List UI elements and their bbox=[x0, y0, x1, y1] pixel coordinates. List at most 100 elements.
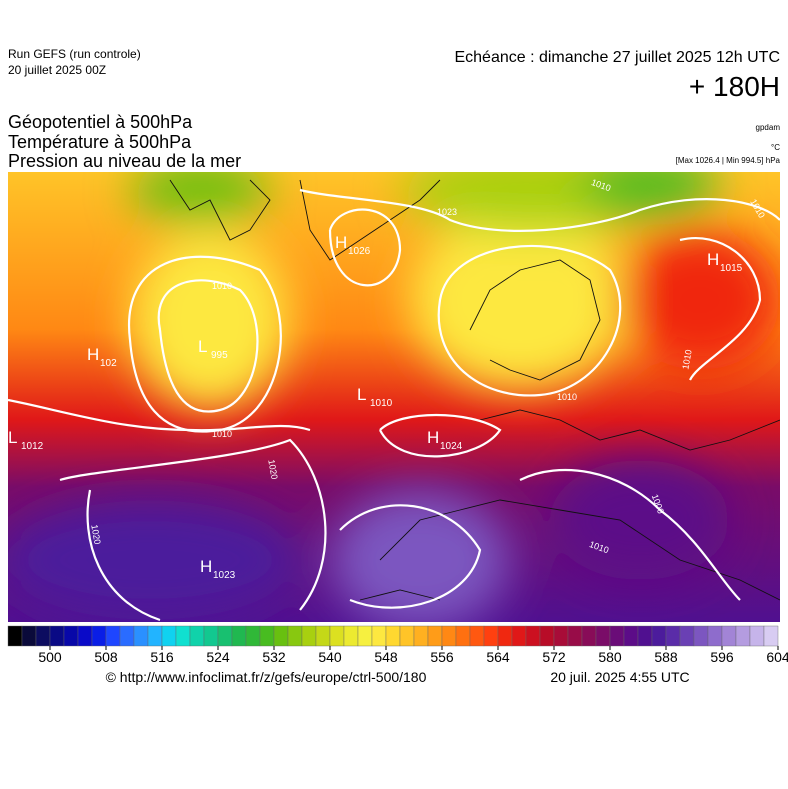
colorbar-swatch bbox=[287, 625, 303, 647]
colorbar-swatch bbox=[119, 625, 135, 647]
colorbar-swatch bbox=[427, 625, 443, 647]
colorbar-tick-label: 524 bbox=[206, 649, 230, 665]
colorbar-swatch bbox=[525, 625, 541, 647]
colorbar-tick-label: 532 bbox=[262, 649, 286, 665]
colorbar-tick-label: 500 bbox=[38, 649, 62, 665]
center-type: L bbox=[8, 428, 17, 447]
colorbar-swatch bbox=[273, 625, 289, 647]
center-value: 102 bbox=[100, 358, 117, 369]
colorbar-swatch bbox=[231, 625, 247, 647]
colorbar-swatch bbox=[553, 625, 569, 647]
pressure-center: H 102 bbox=[87, 345, 117, 369]
colorbar-swatch bbox=[343, 625, 359, 647]
colorbar-swatch bbox=[357, 625, 373, 647]
colorbar-swatch bbox=[665, 625, 681, 647]
colorbar-swatch bbox=[735, 625, 751, 647]
colorbar-swatch bbox=[245, 625, 261, 647]
colorbar-swatch bbox=[315, 625, 331, 647]
echeance: Echéance : dimanche 27 juillet 2025 12h … bbox=[454, 49, 780, 66]
colorbar-swatch bbox=[637, 625, 653, 647]
center-value: 1023 bbox=[213, 570, 236, 581]
colorbar-tick-label: 548 bbox=[374, 649, 398, 665]
pressure-center: L 995 bbox=[198, 337, 228, 361]
colorbar-swatch bbox=[217, 625, 233, 647]
center-value: 1015 bbox=[720, 263, 743, 274]
center-type: L bbox=[198, 337, 207, 356]
colorbar-swatch bbox=[203, 625, 219, 647]
pressure-center: H 1024 bbox=[427, 428, 463, 452]
colorbar-swatch bbox=[693, 625, 709, 647]
colorbar-swatch bbox=[651, 625, 667, 647]
colorbar-swatch bbox=[399, 625, 415, 647]
colorbar-tick-label: 564 bbox=[486, 649, 510, 665]
map bbox=[8, 172, 780, 622]
colorbar-swatch bbox=[105, 625, 121, 647]
colorbar-swatch bbox=[511, 625, 527, 647]
colorbar-swatch bbox=[749, 625, 765, 647]
colorbar-swatch bbox=[7, 625, 23, 647]
colorbar-swatch bbox=[721, 625, 737, 647]
run: Run GEFS (run controle) bbox=[8, 47, 141, 61]
pressure-center: H 1015 bbox=[707, 250, 743, 274]
isobar-label: 1010 bbox=[680, 349, 693, 370]
colorbar-swatch bbox=[147, 625, 163, 647]
colorbar-tick-label: 540 bbox=[318, 649, 342, 665]
colorbar-tick-label: 604 bbox=[766, 649, 788, 665]
colorbar-swatch bbox=[539, 625, 555, 647]
colorbar-swatch bbox=[581, 625, 597, 647]
colorbar-swatch bbox=[455, 625, 471, 647]
colorbar-tick-label: 516 bbox=[150, 649, 174, 665]
title: Température à 500hPa bbox=[8, 132, 192, 152]
colorbar-swatch bbox=[595, 625, 611, 647]
colorbar-swatch bbox=[567, 625, 583, 647]
colorbar-swatch bbox=[497, 625, 513, 647]
title: Géopotentiel à 500hPa bbox=[8, 112, 193, 132]
center-value: 1010 bbox=[370, 398, 393, 409]
colorbar-swatch bbox=[49, 625, 65, 647]
colorbar-swatch bbox=[679, 625, 695, 647]
colorbar-swatch bbox=[189, 625, 205, 647]
colorbar-swatch bbox=[483, 625, 499, 647]
colorbar-swatch bbox=[469, 625, 485, 647]
run-date: 20 juillet 2025 00Z bbox=[8, 63, 106, 77]
center-type: H bbox=[707, 250, 719, 269]
center-value: 1012 bbox=[21, 441, 44, 452]
colorbar-swatch bbox=[259, 625, 275, 647]
colorbar-tick-label: 572 bbox=[542, 649, 566, 665]
colorbar-swatch bbox=[371, 625, 387, 647]
source: © http://www.infoclimat.fr/z/gefs/europe… bbox=[106, 669, 427, 685]
center-type: H bbox=[335, 233, 347, 252]
colorbar-swatch bbox=[329, 625, 345, 647]
colorbar-swatch bbox=[707, 625, 723, 647]
center-type: H bbox=[200, 557, 212, 576]
colorbar-tick-label: 588 bbox=[654, 649, 678, 665]
colorbar-swatch bbox=[763, 625, 779, 647]
colorbar-swatch bbox=[441, 625, 457, 647]
isobar-label: 1010 bbox=[212, 281, 232, 291]
pressure-center: L 1010 bbox=[357, 385, 393, 409]
isobar-label: 1020 bbox=[266, 459, 279, 480]
pressure-center: H 1023 bbox=[200, 557, 236, 581]
colorbar-tick-label: 596 bbox=[710, 649, 734, 665]
colorbar-swatch bbox=[413, 625, 429, 647]
isobar-label: 1010 bbox=[557, 392, 577, 402]
title: Pression au niveau de la mer bbox=[8, 151, 241, 171]
pressure-center: L 1012 bbox=[8, 428, 44, 452]
generated: 20 juil. 2025 4:55 UTC bbox=[550, 669, 689, 685]
isobar-label: 1010 bbox=[212, 429, 232, 439]
colorbar-swatch bbox=[301, 625, 317, 647]
colorbar-swatch bbox=[133, 625, 149, 647]
center-type: H bbox=[427, 428, 439, 447]
center-value: 1026 bbox=[348, 246, 371, 257]
isobar-label: 1023 bbox=[437, 207, 457, 217]
colorbar-swatch bbox=[21, 625, 37, 647]
pressure-center: H 1026 bbox=[335, 233, 371, 257]
colorbar-swatch bbox=[77, 625, 93, 647]
colorbar-swatch bbox=[35, 625, 51, 647]
center-value: 995 bbox=[211, 350, 228, 361]
center-type: L bbox=[357, 385, 366, 404]
colorbar-swatch bbox=[161, 625, 177, 647]
colorbar-swatch bbox=[623, 625, 639, 647]
colorbar-tick-label: 556 bbox=[430, 649, 454, 665]
colorbar-swatch bbox=[385, 625, 401, 647]
